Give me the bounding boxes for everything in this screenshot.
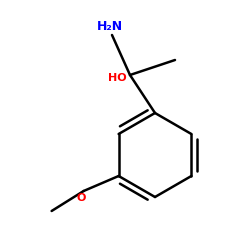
Text: O: O <box>77 193 86 203</box>
Text: H₂N: H₂N <box>97 20 123 34</box>
Text: HO: HO <box>108 73 127 83</box>
